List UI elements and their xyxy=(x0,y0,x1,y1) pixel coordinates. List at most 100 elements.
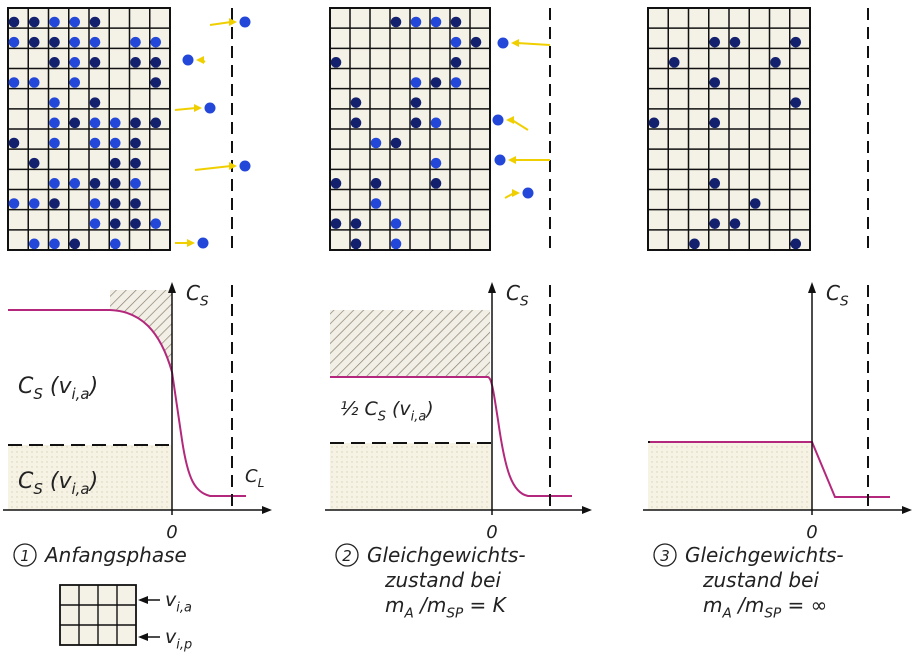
text: v xyxy=(165,589,177,611)
origin-label: 0 xyxy=(806,522,817,543)
text: zustand bei xyxy=(702,568,819,592)
atom xyxy=(709,36,721,48)
atom xyxy=(69,36,81,48)
text: C xyxy=(826,281,840,305)
curve-label: CS​ (vi,a​) xyxy=(18,374,98,403)
text: /m xyxy=(414,593,447,617)
atom xyxy=(69,77,81,88)
curve-label: CS​ (vi,a​) xyxy=(18,469,98,498)
atom xyxy=(8,16,20,28)
axis-label: CS​ xyxy=(826,281,849,310)
atom xyxy=(709,117,721,129)
atom xyxy=(28,238,40,250)
atom xyxy=(410,97,422,108)
atom xyxy=(430,117,442,129)
atom xyxy=(89,97,101,108)
atom xyxy=(430,16,442,28)
arrow-head xyxy=(511,39,519,47)
atom xyxy=(410,117,422,129)
caption-line: mA​ /mSP​ = ∞ xyxy=(703,593,827,622)
atom xyxy=(28,157,40,169)
caption-circle xyxy=(335,543,359,567)
atom xyxy=(69,57,81,68)
subscript: i,a xyxy=(411,409,427,424)
atom xyxy=(89,57,101,68)
atom xyxy=(109,157,121,169)
caption-circle xyxy=(653,543,677,567)
atom xyxy=(130,117,141,129)
text: C xyxy=(18,469,34,494)
subscript: A xyxy=(403,606,413,622)
subscript: SP xyxy=(764,606,782,622)
arrow-head xyxy=(168,282,176,293)
atom xyxy=(648,117,660,129)
arrow-head xyxy=(512,189,520,197)
atom xyxy=(470,36,482,48)
text: Gleichgewichts- xyxy=(685,543,844,567)
text: ) xyxy=(424,398,433,420)
atom xyxy=(8,137,20,149)
atom xyxy=(709,77,721,88)
atom xyxy=(130,36,141,48)
text: m xyxy=(385,593,404,617)
atom xyxy=(689,238,700,250)
text: zustand bei xyxy=(384,568,501,592)
atom xyxy=(89,178,101,189)
text: m xyxy=(703,593,722,617)
legend-label: vi,p​ xyxy=(165,626,192,652)
atom xyxy=(430,178,442,189)
atom xyxy=(390,238,402,250)
atom xyxy=(709,178,721,189)
atom xyxy=(49,36,60,48)
caption-line: Gleichgewichts- xyxy=(367,543,526,567)
atom xyxy=(49,137,60,149)
subscript: i,a xyxy=(71,385,89,403)
subscript: S xyxy=(33,480,43,498)
atom xyxy=(8,36,20,48)
atom xyxy=(89,36,101,48)
atom xyxy=(150,218,162,229)
atom xyxy=(49,57,60,68)
text: C xyxy=(18,374,34,399)
flow-arrow xyxy=(174,107,197,111)
arrow-head xyxy=(488,282,496,293)
subscript: S xyxy=(33,385,43,403)
atom xyxy=(668,57,680,68)
atom xyxy=(89,198,101,209)
atom xyxy=(150,117,162,129)
atom xyxy=(130,57,141,68)
subscript: i,a xyxy=(71,480,89,498)
atom xyxy=(150,36,162,48)
text: ) xyxy=(88,374,99,399)
atom xyxy=(69,178,81,189)
arrow-head xyxy=(902,506,912,514)
atom xyxy=(150,57,162,68)
caption-line: zustand bei xyxy=(702,568,819,592)
arrow-head xyxy=(194,104,202,112)
atom xyxy=(709,218,721,229)
caption-line: zustand bei xyxy=(384,568,501,592)
atom xyxy=(450,77,462,88)
subscript: SP xyxy=(446,606,464,622)
atom xyxy=(494,154,506,166)
atom xyxy=(729,36,741,48)
atom xyxy=(729,218,741,229)
caption-number: 3 xyxy=(660,547,670,565)
legend-label: vi,a​ xyxy=(165,589,192,615)
atom xyxy=(390,218,402,229)
axis-label: CS​ xyxy=(186,281,209,310)
arrow-head xyxy=(582,506,592,514)
atom xyxy=(492,114,504,126)
atom xyxy=(350,97,362,108)
caption-line: Anfangsphase xyxy=(43,543,187,567)
atom xyxy=(109,238,121,250)
text: = K xyxy=(463,593,507,617)
subscript: i,a xyxy=(176,600,192,615)
atom xyxy=(89,218,101,229)
subscript: A xyxy=(721,606,731,622)
atom xyxy=(109,218,121,229)
atom xyxy=(150,77,162,88)
atom xyxy=(8,198,20,209)
atom xyxy=(182,54,194,66)
atom xyxy=(370,137,382,149)
